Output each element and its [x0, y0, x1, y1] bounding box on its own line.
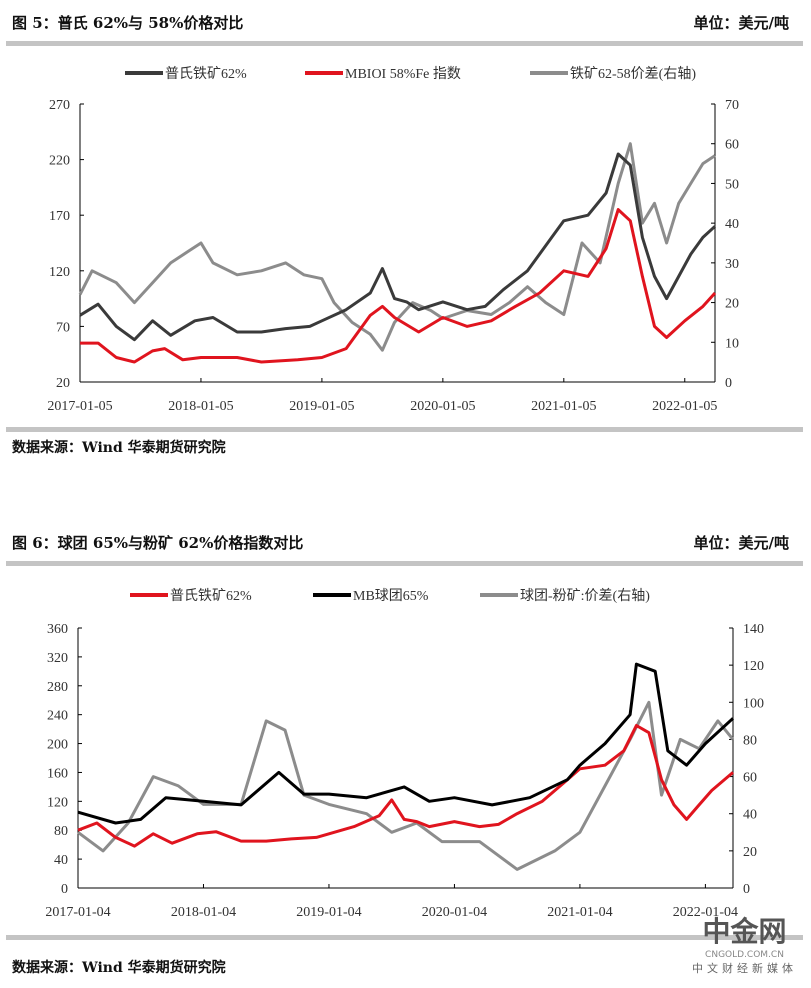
y2-tick-label: 10	[725, 336, 739, 351]
y2-tick-label: 20	[725, 297, 739, 312]
y-tick-label: 200	[47, 738, 68, 753]
y2-tick-label: 40	[743, 808, 757, 823]
y2-tick-label: 40	[725, 217, 739, 232]
watermark-brand: 中金网	[702, 915, 787, 948]
legend-label: 普氏铁矿62%	[170, 588, 252, 604]
x-tick-label: 2017-01-05	[47, 399, 112, 414]
legend-label: 普氏铁矿62%	[165, 66, 247, 82]
y-tick-label: 360	[47, 622, 68, 637]
y2-tick-label: 30	[725, 257, 739, 272]
chart1-source: 数据来源：Wind 华泰期货研究院	[12, 440, 226, 456]
chart2: 0 40 80 120 160 200 240 280 320 360 0 20 40 60 80 100 12…	[45, 588, 764, 920]
x-tick-label: 2019-01-04	[296, 905, 361, 920]
chart1-bottom-divider	[6, 427, 803, 432]
legend-label: MBIOI 58%Fe 指数	[345, 66, 461, 82]
y-tick-label: 0	[61, 882, 68, 897]
y-tick-label: 80	[54, 824, 68, 839]
y2-tick-label: 0	[725, 376, 732, 391]
x-tick-label: 2018-01-04	[171, 905, 236, 920]
y-tick-label: 160	[47, 766, 68, 781]
legend-label: 铁矿62-58价差(右轴)	[570, 66, 696, 82]
x-tick-label: 2020-01-04	[422, 905, 487, 920]
y-tick-label: 170	[49, 209, 70, 224]
chart2-bottom-divider	[6, 935, 803, 940]
chart1: 20 70 120 170 220 270 0 10 20 30 40 50 60 70 2017-01-0…	[47, 66, 739, 414]
legend-label: MB球团65%	[353, 588, 429, 604]
y-tick-label: 20	[56, 376, 70, 391]
chart2-unit: 单位：美元/吨	[693, 534, 789, 552]
series-line-right	[78, 142, 716, 352]
y-tick-label: 40	[54, 853, 68, 868]
x-tick-label: 2018-01-05	[168, 399, 233, 414]
chart2-title: 图 6：球团 65%与粉矿 62%价格指数对比	[12, 534, 304, 552]
chart1-title: 图 5：普氏 62%与 58%价格对比	[12, 14, 244, 32]
y-tick-label: 120	[47, 795, 68, 810]
y-tick-label: 320	[47, 651, 68, 666]
y2-tick-label: 60	[743, 771, 757, 786]
x-tick-label: 2019-01-05	[289, 399, 354, 414]
y2-tick-label: 80	[743, 733, 757, 748]
y-tick-label: 70	[56, 320, 70, 335]
y2-tick-label: 60	[725, 138, 739, 153]
x-tick-label: 2021-01-04	[547, 905, 612, 920]
y2-tick-label: 70	[725, 98, 739, 113]
y2-tick-label: 50	[725, 177, 739, 192]
y-tick-label: 270	[49, 98, 70, 113]
y-tick-label: 120	[49, 265, 70, 280]
chart1-divider	[6, 41, 803, 46]
watermark-logo: 中金网 CNGOLD.COM.CN 中文财经新媒体	[692, 910, 797, 976]
y2-tick-label: 100	[743, 696, 764, 711]
watermark-tagline: 中文财经新媒体	[692, 962, 797, 975]
y2-tick-label: 140	[743, 622, 764, 637]
y2-tick-label: 0	[743, 882, 750, 897]
x-tick-label: 2020-01-05	[410, 399, 475, 414]
y2-tick-label: 120	[743, 659, 764, 674]
x-tick-label: 2017-01-04	[45, 905, 110, 920]
chart1-header: 图 5：普氏 62%与 58%价格对比 单位：美元/吨	[12, 12, 789, 33]
y2-tick-label: 20	[743, 845, 757, 860]
chart1-unit: 单位：美元/吨	[693, 14, 789, 32]
y-tick-label: 280	[47, 680, 68, 695]
series-line-left	[77, 662, 735, 825]
y-tick-label: 240	[47, 709, 68, 724]
series-line-left	[79, 152, 717, 342]
chart2-header: 图 6：球团 65%与粉矿 62%价格指数对比 单位：美元/吨	[12, 532, 789, 553]
watermark-domain: CNGOLD.COM.CN	[705, 950, 784, 960]
x-tick-label: 2021-01-05	[531, 399, 596, 414]
y-tick-label: 220	[49, 154, 70, 169]
series-line-left	[77, 724, 734, 848]
series-line-left	[80, 208, 717, 364]
legend-label: 球团-粉矿:价差(右轴)	[520, 588, 650, 604]
chart2-source: 数据来源：Wind 华泰期货研究院	[12, 960, 226, 976]
x-tick-label: 2022-01-05	[652, 399, 717, 414]
x-tick-label: 2022-01-04	[673, 905, 738, 920]
chart2-divider	[6, 561, 803, 566]
